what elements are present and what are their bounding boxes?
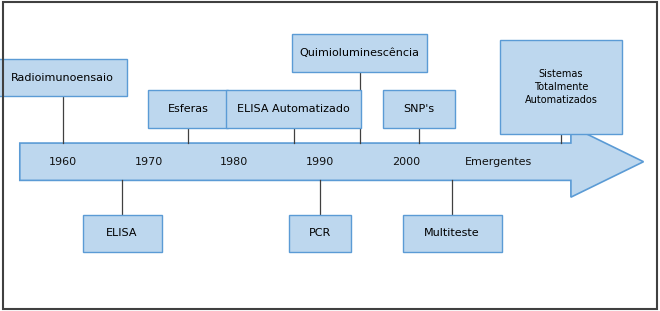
Text: Emergentes: Emergentes	[465, 157, 532, 167]
Text: 1970: 1970	[135, 157, 162, 167]
Text: Multiteste: Multiteste	[424, 228, 480, 238]
Text: Radioimunoensaio: Radioimunoensaio	[11, 73, 114, 83]
FancyBboxPatch shape	[383, 90, 455, 128]
Text: 2000: 2000	[392, 157, 420, 167]
Text: 1960: 1960	[49, 157, 77, 167]
Text: ELISA: ELISA	[106, 228, 138, 238]
Text: PCR: PCR	[309, 228, 331, 238]
Text: ELISA Automatizado: ELISA Automatizado	[238, 104, 350, 114]
FancyBboxPatch shape	[292, 34, 428, 72]
FancyBboxPatch shape	[148, 90, 228, 128]
Text: Esferas: Esferas	[168, 104, 209, 114]
Polygon shape	[20, 126, 643, 197]
Text: Quimioluminescência: Quimioluminescência	[300, 48, 420, 58]
FancyBboxPatch shape	[82, 215, 162, 252]
FancyBboxPatch shape	[289, 215, 351, 252]
Text: SNP's: SNP's	[403, 104, 435, 114]
FancyBboxPatch shape	[226, 90, 362, 128]
Text: 1990: 1990	[306, 157, 334, 167]
FancyBboxPatch shape	[403, 215, 502, 252]
FancyBboxPatch shape	[0, 59, 127, 96]
Text: Sistemas
Totalmente
Automatizados: Sistemas Totalmente Automatizados	[525, 69, 597, 105]
Text: 1980: 1980	[220, 157, 248, 167]
FancyBboxPatch shape	[500, 40, 622, 134]
